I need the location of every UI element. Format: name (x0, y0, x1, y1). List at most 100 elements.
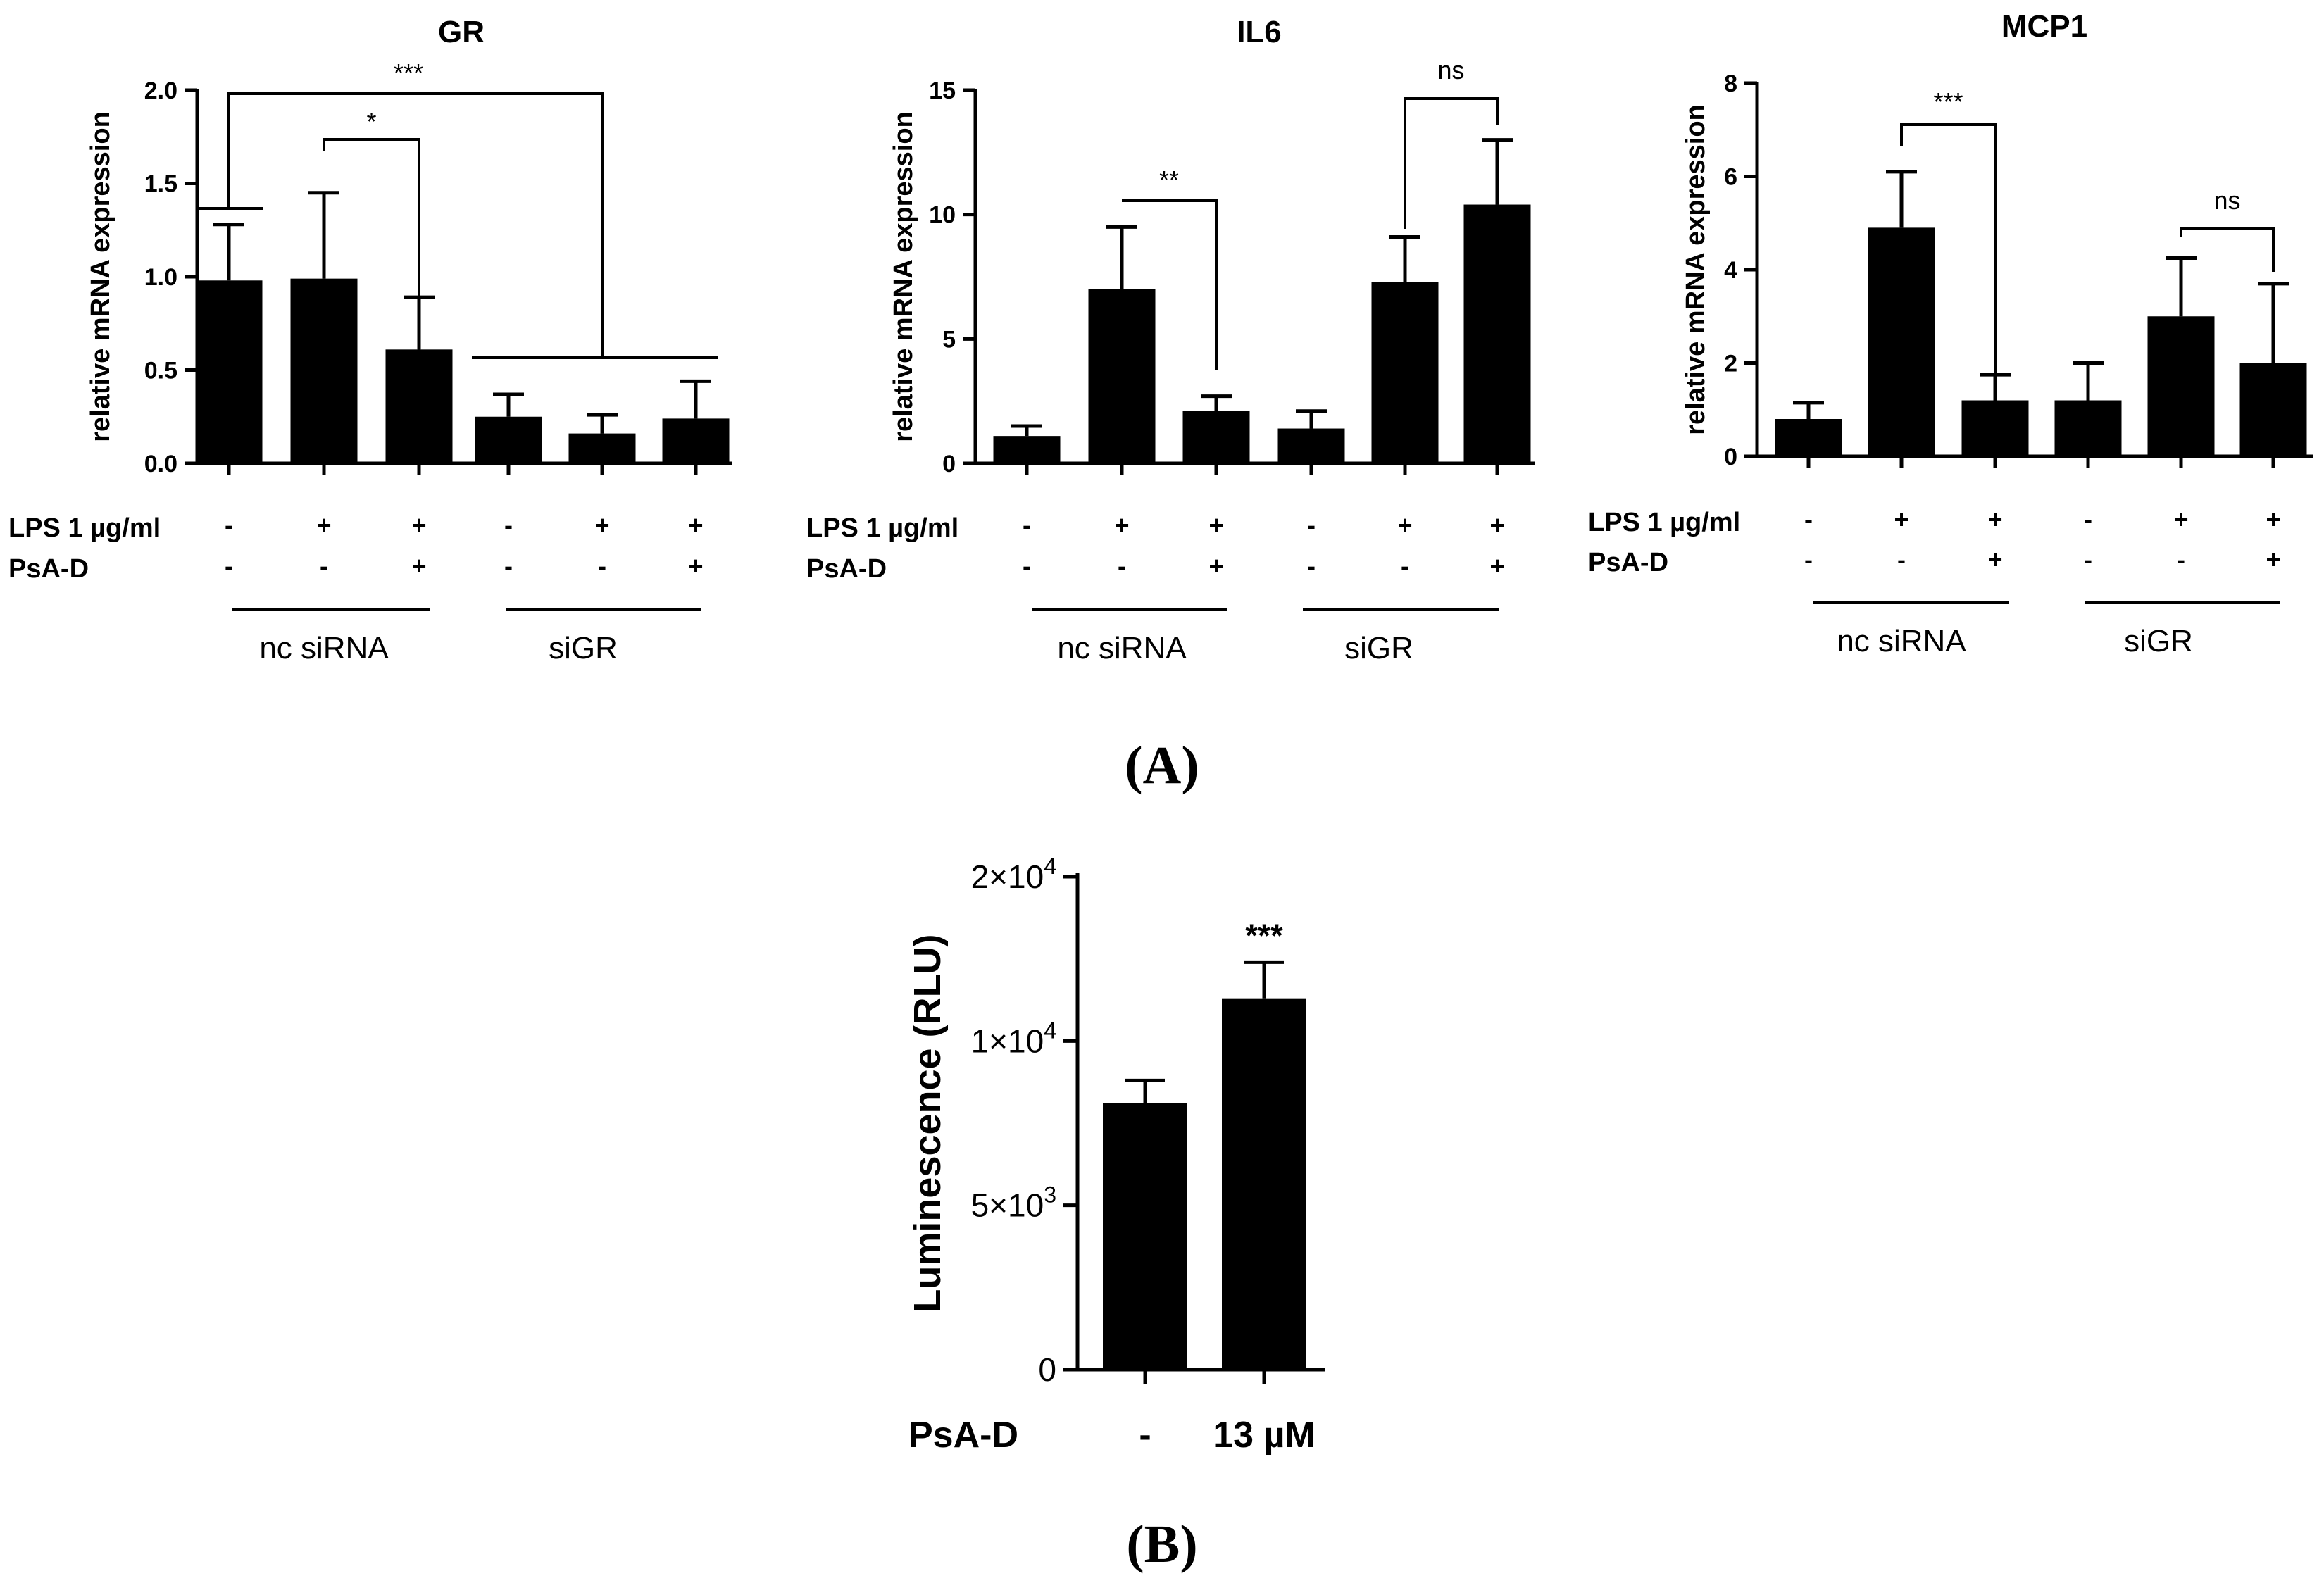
gr-bar (195, 280, 263, 463)
gr-psad-value: + (688, 551, 703, 580)
il6-title: IL6 (1237, 15, 1282, 49)
gr-lps-label: LPS 1 µg/ml (8, 513, 161, 543)
mcp1-bar (2239, 363, 2307, 456)
mcp1-psad-value: - (1804, 545, 1813, 574)
il6-lps-value: - (1023, 511, 1031, 539)
gr-lps-value: + (316, 511, 331, 539)
gr-psad-label: PsA-D (8, 554, 89, 584)
gr-lps-value: + (688, 511, 703, 539)
il6-group-sigr: siGR (1344, 631, 1413, 665)
gr-ytick-label: 0.5 (144, 358, 177, 384)
mcp1-lps-value: + (1894, 505, 1908, 534)
gr-psad-value: - (504, 551, 513, 580)
gr-ytick-label: 1.0 (144, 264, 177, 291)
mcp1-lps-value: + (1987, 505, 2002, 534)
mcp1-psad-value: - (2177, 545, 2185, 574)
mcp1-bar (2054, 400, 2122, 456)
luminescence-psad-label: PsA-D (908, 1415, 1018, 1456)
il6-psad-value: - (1307, 551, 1316, 580)
il6-sig-label: ns (1437, 56, 1464, 85)
il6-lps-value: - (1307, 511, 1316, 539)
il6-lps-value: + (1208, 511, 1223, 539)
mcp1-ytick-label: 8 (1724, 70, 1737, 97)
gr-sig-label-group: *** (394, 58, 423, 87)
gr-psad-value: - (225, 551, 233, 580)
luminescence-sig-label: *** (1245, 917, 1283, 953)
mcp1-ytick-label: 2 (1724, 351, 1737, 377)
gr-psad-value: - (320, 551, 328, 580)
gr-lps-value: - (504, 511, 513, 539)
gr-ytick-label: 0.0 (144, 451, 177, 477)
gr-group-sigr: siGR (549, 631, 618, 665)
il6-chart: IL6 relative mRNA expression 0 5 10 15 - - + - + + -… (806, 15, 1535, 665)
il6-psad-value: - (1023, 551, 1031, 580)
gr-lps-value: + (594, 511, 609, 539)
mcp1-psad-value: - (2084, 545, 2092, 574)
gr-title: GR (438, 15, 485, 49)
gr-ytick-label: 1.5 (144, 171, 177, 198)
il6-bar (1463, 204, 1531, 463)
mcp1-psad-value: + (1987, 545, 2002, 574)
luminescence-ytick-label: 1×104 (971, 1018, 1056, 1059)
gr-sig-bracket-group (227, 92, 604, 358)
il6-bar (1277, 428, 1345, 463)
il6-psad-label: PsA-D (806, 554, 887, 584)
il6-bar (993, 436, 1061, 463)
il6-sig-bracket (1122, 199, 1218, 370)
mcp1-bar (2147, 316, 2215, 456)
luminescence-ytick-label: 0 (1038, 1351, 1056, 1388)
gr-psad-value: + (411, 551, 426, 580)
mcp1-group-sigr: siGR (2124, 624, 2193, 658)
mcp1-lps-label: LPS 1 µg/ml (1588, 508, 1740, 537)
mcp1-group-nc-sirna: nc siRNA (1837, 624, 1966, 658)
luminescence-bar (1222, 998, 1306, 1370)
il6-psad-value: - (1118, 551, 1126, 580)
il6-ytick-label: 10 (929, 202, 956, 229)
mcp1-sig-label: *** (1933, 87, 1963, 116)
mcp1-sig-bracket (2180, 227, 2275, 272)
il6-bar (1371, 282, 1439, 463)
il6-ytick-label: 5 (942, 326, 956, 353)
gr-sig-bracket (323, 138, 420, 377)
mcp1-ylabel: relative mRNA expression (1681, 104, 1711, 435)
mcp1-lps-value: + (2266, 505, 2280, 534)
mcp1-lps-value: - (1804, 505, 1813, 534)
il6-lps-value: + (1489, 511, 1504, 539)
mcp1-sig-bracket (1900, 123, 1997, 375)
mcp1-ytick-label: 6 (1724, 164, 1737, 191)
panel-label-b: (B) (1126, 1515, 1197, 1574)
luminescence-ytick-label: 5×103 (971, 1182, 1056, 1224)
gr-sig-label: * (366, 107, 376, 136)
mcp1-bar (1868, 227, 1935, 456)
mcp1-ytick-label: 4 (1724, 257, 1737, 284)
mcp1-sig-label: ns (2213, 186, 2240, 215)
gr-ytick-label: 2.0 (144, 77, 177, 104)
mcp1-ytick-label: 0 (1724, 444, 1737, 470)
il6-psad-value: + (1208, 551, 1223, 580)
gr-bar (475, 416, 542, 463)
luminescence-ytick-label: 2×104 (971, 853, 1056, 895)
mcp1-lps-value: - (2084, 505, 2092, 534)
mcp1-lps-value: + (2173, 505, 2188, 534)
mcp1-chart: MCP1 relative mRNA expression 0 2 4 6 8 - - + - + + -… (1588, 9, 2313, 658)
luminescence-chart: Luminescence (RLU) 0 5×103 1×104 2×104 - 13 µM… (906, 853, 1325, 1456)
gr-group-nc-sirna: nc siRNA (259, 631, 389, 665)
gr-chart: GR relative mRNA expression 0.0 0.5 1.0 1.5 2.… (8, 15, 732, 665)
mcp1-bar (1775, 419, 1842, 456)
gr-bar (290, 278, 358, 463)
gr-lps-value: - (225, 511, 233, 539)
il6-group-nc-sirna: nc siRNA (1057, 631, 1187, 665)
il6-bar (1088, 289, 1156, 463)
luminescence-bar (1103, 1103, 1187, 1370)
il6-ylabel: relative mRNA expression (889, 111, 918, 442)
il6-bar (1182, 411, 1250, 463)
il6-sig-label: ** (1159, 165, 1179, 194)
mcp1-psad-value: + (2266, 545, 2280, 574)
il6-sig-bracket (1404, 97, 1499, 229)
il6-ytick-label: 15 (929, 77, 956, 104)
il6-psad-value: - (1401, 551, 1409, 580)
il6-lps-value: + (1114, 511, 1129, 539)
luminescence-xtick-label: 13 µM (1213, 1415, 1316, 1456)
gr-bar (568, 433, 636, 463)
